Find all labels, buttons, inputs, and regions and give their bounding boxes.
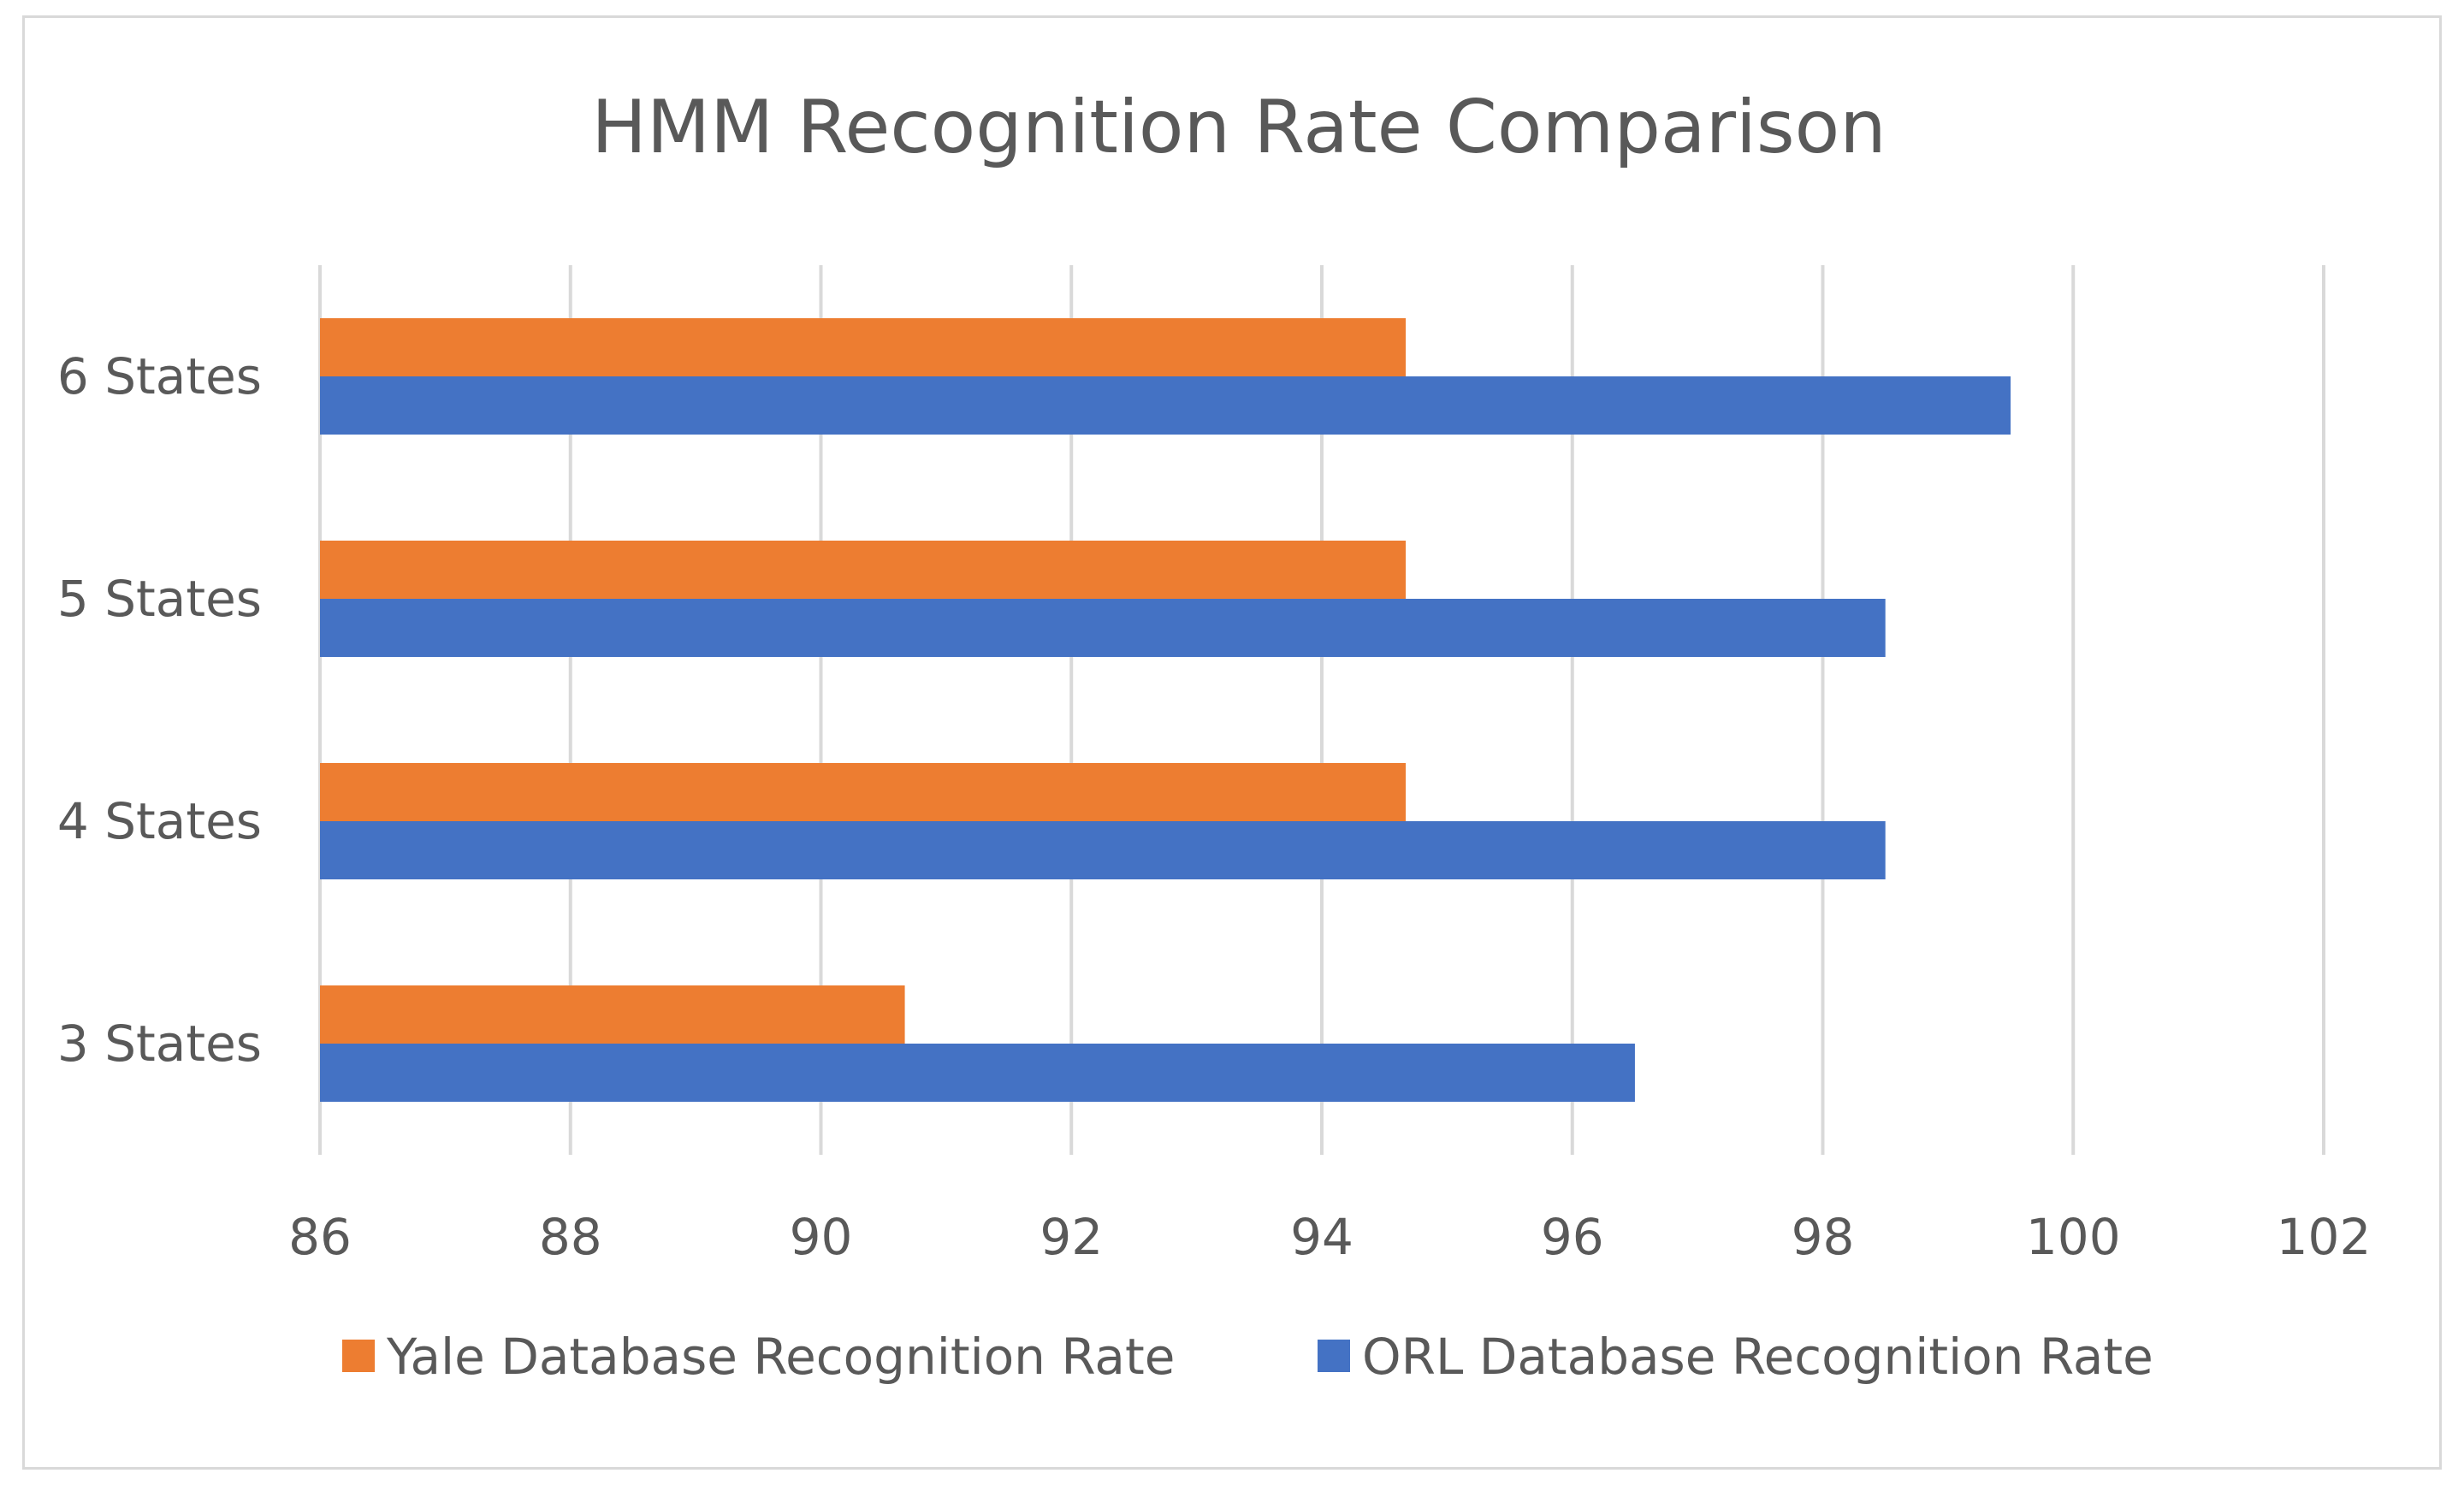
chart-frame [22, 15, 2442, 1470]
bar-orl-3-states [320, 1044, 1635, 1102]
x-tick-label: 96 [1541, 1208, 1604, 1266]
bar-orl-4-states [320, 821, 1886, 879]
category-label: 6 States [57, 347, 262, 405]
x-tick-label: 90 [790, 1208, 853, 1266]
legend-label: Yale Database Recognition Rate [386, 1328, 1175, 1386]
x-tick-label: 92 [1040, 1208, 1103, 1266]
x-axis-ticks: 86 88 90 92 94 96 98 100 102 [288, 1208, 2371, 1266]
legend-label: ORL Database Recognition Rate [1362, 1328, 2153, 1386]
bar-yale-3-states [320, 985, 905, 1044]
bar-yale-5-states [320, 541, 1407, 599]
category-label: 4 States [57, 792, 262, 850]
x-tick-label: 102 [2277, 1208, 2372, 1266]
x-tick-label: 100 [2026, 1208, 2121, 1266]
x-tick-label: 98 [1792, 1208, 1855, 1266]
bar-yale-6-states [320, 318, 1407, 376]
bar-yale-4-states [320, 763, 1407, 821]
x-tick-label: 88 [539, 1208, 602, 1266]
x-tick-label: 86 [288, 1208, 352, 1266]
bar-orl-6-states [320, 376, 2011, 435]
x-tick-label: 94 [1290, 1208, 1353, 1266]
chart-title: HMM Recognition Rate Comparison [591, 85, 1886, 170]
legend-swatch [342, 1340, 375, 1372]
bar-orl-5-states [320, 599, 1886, 657]
category-label: 3 States [57, 1015, 262, 1073]
legend-swatch [1318, 1340, 1350, 1372]
y-axis-categories: 3 States 4 States 5 States 6 States [57, 347, 262, 1073]
bars [320, 318, 2011, 1102]
category-label: 5 States [57, 570, 262, 628]
legend: Yale Database Recognition Rate ORL Databa… [342, 1328, 2153, 1386]
